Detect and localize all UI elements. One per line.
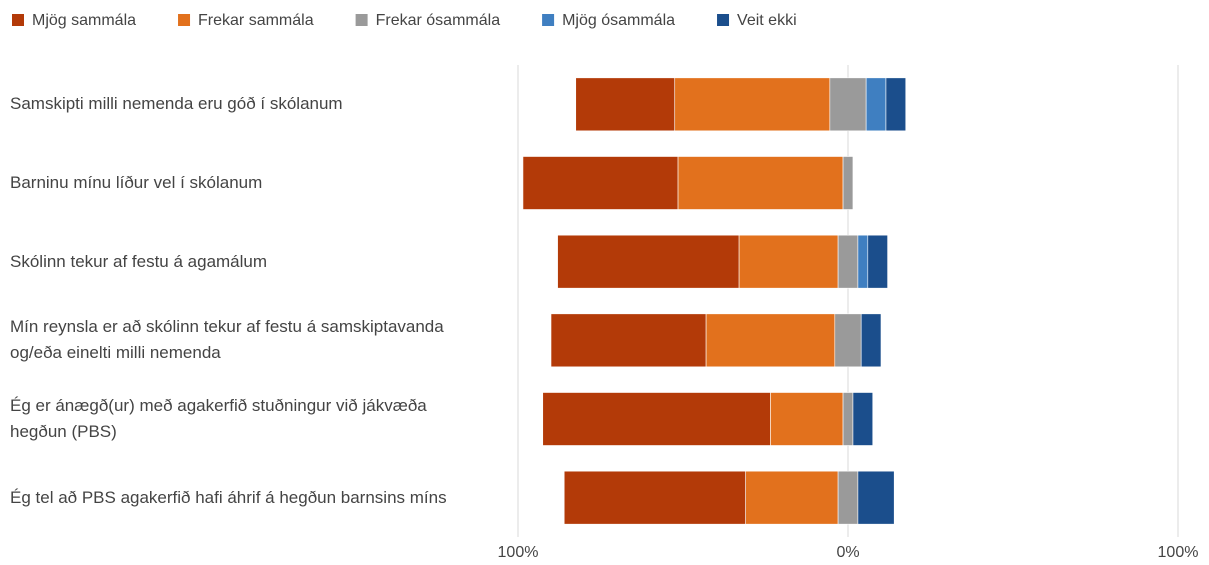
bar-segment [745,470,839,525]
category-label: Skólinn tekur af festu á agamálum [10,251,268,271]
legend-swatch [717,14,730,26]
legend-swatch [542,14,555,26]
legend-label: Veit ekki [737,12,797,29]
bar-segment [885,77,907,132]
bar-segment [865,77,887,132]
bar-segment [842,392,854,446]
category-label: Mín reynsla er að skólinn tekur af festu… [10,317,444,363]
x-tick-label: 100% [498,544,539,561]
legend-label: Mjög ósammála [562,12,675,29]
legend-label: Mjög sammála [32,12,136,29]
legend-swatch [178,14,191,26]
bar-segment [550,313,707,368]
bar-segment [522,156,679,210]
bar-segment [857,470,895,525]
legend-swatch [355,14,368,26]
legend-label: Frekar sammála [198,12,314,29]
bar-segment [677,156,844,210]
legend-swatch [12,14,24,26]
bar-segment [542,392,771,446]
bar-segment [575,77,676,132]
x-tick-label: 100% [1158,544,1199,561]
bar-segment [770,392,844,446]
category-label: Ég tel að PBS agakerfið hafi áhrif á heg… [10,487,447,507]
category-label: Ég er ánægð(ur) með agakerfið stuðningur… [10,396,427,441]
bar-segment [867,234,888,289]
bar-segment [557,234,740,289]
bar-segment [829,77,867,132]
category-label: Samskipti milli nemenda eru góð í skólan… [10,94,343,114]
bar-segment [705,313,836,368]
bar-segment [738,234,839,289]
bar-segment [842,156,854,210]
x-tick-label: 0% [836,544,859,561]
bar-segment [837,470,859,525]
bar-segment [837,234,859,289]
bar-segment [857,234,869,289]
bar-segment [563,470,747,525]
bar-segment [674,77,831,132]
bar-segment [852,392,874,446]
category-label: Barninu mínu líður vel í skólanum [10,173,263,192]
bar-segment [860,313,882,368]
legend-label: Frekar ósammála [376,12,501,29]
bar-segment [834,313,862,368]
